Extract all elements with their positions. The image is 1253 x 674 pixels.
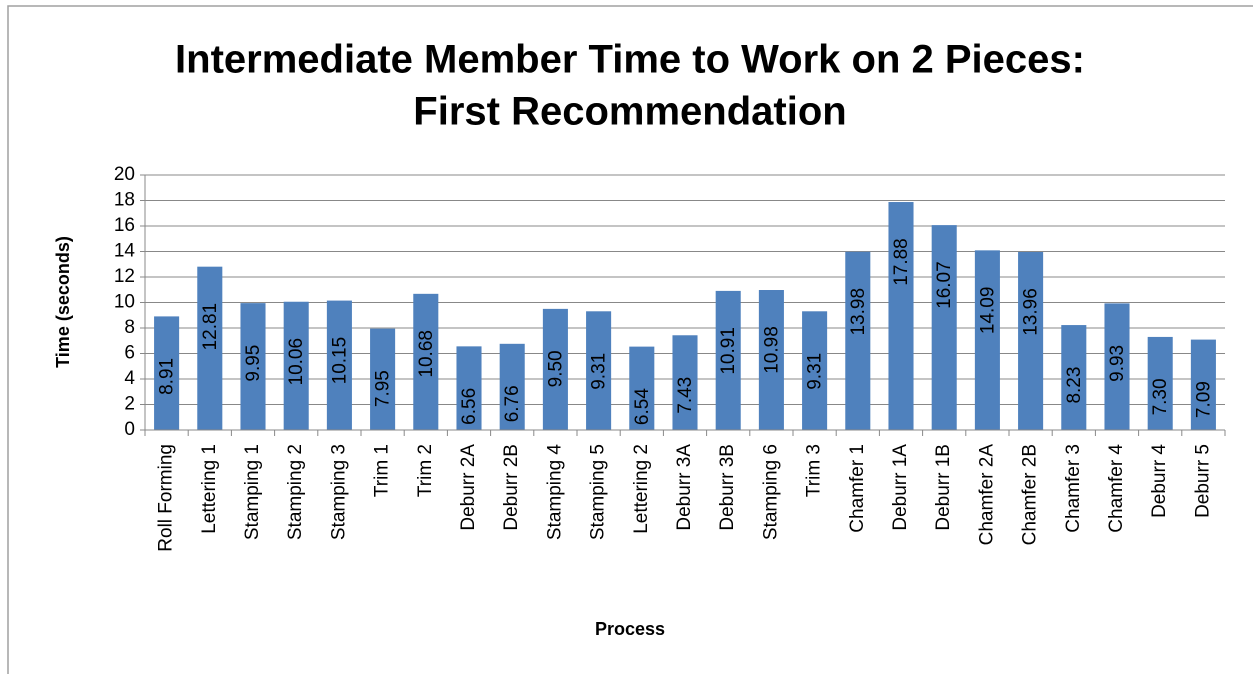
y-tick-label: 12 <box>114 266 135 287</box>
y-tick-label: 16 <box>114 215 135 236</box>
data-label: 13.96 <box>1021 288 1042 336</box>
data-label: 14.09 <box>977 287 998 335</box>
x-tick-label: Deburr 1B <box>933 444 954 531</box>
data-label: 9.31 <box>589 353 610 390</box>
y-tick-label: 20 <box>114 164 135 185</box>
x-tick-label: Deburr 5 <box>1192 444 1213 518</box>
bar <box>154 316 180 430</box>
bar <box>456 346 482 430</box>
bar <box>1018 252 1044 430</box>
x-tick-label: Trim 2 <box>415 444 436 497</box>
data-label: 7.95 <box>373 370 394 407</box>
chart-title: First Recommendation <box>413 90 846 134</box>
x-tick-label: Trim 1 <box>372 444 393 497</box>
data-label: 6.56 <box>459 388 480 425</box>
bar <box>888 202 914 430</box>
data-label: 9.31 <box>805 353 826 390</box>
x-tick-label: Deburr 1A <box>890 444 911 531</box>
bar <box>974 250 1000 430</box>
bar <box>586 311 612 430</box>
x-tick-label: Stamping 3 <box>328 444 349 540</box>
bar <box>629 346 655 430</box>
data-label: 8.91 <box>157 358 178 395</box>
y-tick-label: 10 <box>114 292 135 313</box>
x-tick-label: Chamfer 1 <box>847 444 868 533</box>
data-label: 16.07 <box>934 261 955 309</box>
bar <box>240 303 266 430</box>
x-axis-title: Process <box>595 619 665 639</box>
x-tick-label: Deburr 3A <box>674 444 695 531</box>
y-tick-label: 4 <box>124 368 135 389</box>
data-label: 8.23 <box>1064 367 1085 404</box>
bar <box>931 225 957 430</box>
x-tick-label: Stamping 4 <box>544 444 565 541</box>
x-tick-label: Deburr 4 <box>1149 444 1170 518</box>
bar <box>326 300 352 430</box>
bar <box>672 335 698 430</box>
y-tick-label: 14 <box>114 241 136 262</box>
bar <box>1061 325 1087 430</box>
x-tick-label: Roll Forming <box>156 444 177 552</box>
x-tick-label: Chamfer 4 <box>1106 444 1127 533</box>
y-tick-label: 18 <box>114 190 135 211</box>
x-tick-label: Chamfer 2A <box>976 444 997 546</box>
data-label: 17.88 <box>891 238 912 286</box>
x-tick-label: Stamping 1 <box>242 444 263 540</box>
data-label: 6.54 <box>632 388 653 425</box>
data-label: 9.95 <box>243 345 264 382</box>
y-tick-label: 6 <box>124 343 135 364</box>
data-label: 10.06 <box>286 338 307 386</box>
chart-title: Intermediate Member Time to Work on 2 Pi… <box>175 38 1085 82</box>
bar <box>370 328 396 430</box>
bar <box>499 343 525 430</box>
data-label: 10.91 <box>718 327 739 375</box>
data-label: 12.81 <box>200 303 221 351</box>
bar <box>1190 339 1216 430</box>
x-tick-label: Stamping 2 <box>285 444 306 540</box>
x-tick-label: Lettering 2 <box>631 444 652 534</box>
y-axis-title: Time (seconds) <box>53 236 73 368</box>
data-label: 10.15 <box>329 337 350 385</box>
bar <box>845 251 871 430</box>
x-tick-label: Trim 3 <box>804 444 825 497</box>
x-tick-label: Deburr 2A <box>458 444 479 531</box>
x-tick-label: Stamping 5 <box>588 444 609 540</box>
x-tick-label: Deburr 2B <box>501 444 522 531</box>
bar <box>197 266 223 430</box>
data-label: 6.76 <box>502 385 523 422</box>
bar <box>715 290 741 430</box>
x-tick-label: Chamfer 2B <box>1020 444 1041 545</box>
bar <box>413 293 439 430</box>
data-label: 13.98 <box>848 288 869 336</box>
data-label: 9.50 <box>545 350 566 387</box>
x-tick-label: Lettering 1 <box>199 444 220 534</box>
y-tick-label: 2 <box>124 394 135 415</box>
x-tick-label: Chamfer 3 <box>1063 444 1084 533</box>
data-label: 9.93 <box>1107 345 1128 382</box>
data-label: 7.09 <box>1193 381 1214 418</box>
data-label: 10.68 <box>416 330 437 378</box>
data-label: 7.30 <box>1150 378 1171 415</box>
x-tick-label: Deburr 3B <box>717 444 738 531</box>
bar <box>802 311 828 430</box>
y-tick-label: 8 <box>124 317 135 338</box>
y-tick-label: 0 <box>124 419 135 440</box>
chart-frame <box>7 5 1253 674</box>
bar <box>758 290 784 430</box>
data-label: 10.98 <box>761 326 782 374</box>
bar <box>283 301 309 430</box>
bar <box>1104 303 1130 430</box>
x-tick-label: Stamping 6 <box>760 444 781 540</box>
bar <box>542 308 568 430</box>
bar <box>1147 336 1173 430</box>
data-label: 7.43 <box>675 377 696 414</box>
